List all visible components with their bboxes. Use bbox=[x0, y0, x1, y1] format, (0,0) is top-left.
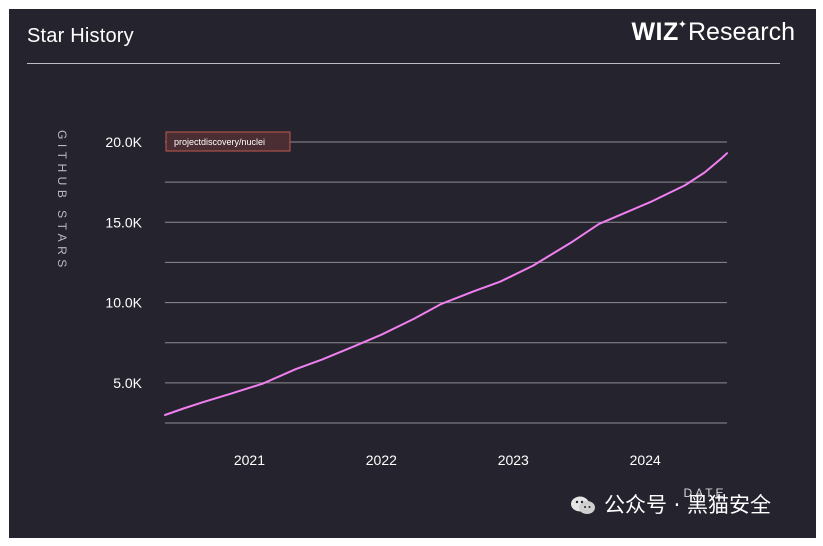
watermark: 公众号 · 黑猫安全 bbox=[570, 489, 771, 519]
chart-title: Star History bbox=[27, 25, 134, 47]
x-axis-label: DATE bbox=[683, 486, 726, 500]
y-tick-label: 15.0K bbox=[105, 214, 142, 230]
y-axis-label: GITHUB STARS bbox=[55, 130, 69, 272]
header-divider bbox=[27, 63, 780, 64]
legend-box bbox=[165, 131, 291, 152]
x-tick-label: 2021 bbox=[234, 452, 265, 468]
legend-label: projectdiscovery/nuclei bbox=[174, 137, 265, 147]
y-tick-label: 10.0K bbox=[105, 295, 142, 311]
wiz-research-logo: WIZ✦Research bbox=[631, 18, 795, 47]
wechat-icon bbox=[571, 496, 595, 514]
chart-card bbox=[9, 9, 816, 538]
sparkle-icon: ✦ bbox=[677, 19, 687, 31]
x-tick-label: 2022 bbox=[366, 452, 397, 468]
logo-wiz-text: WIZ bbox=[631, 18, 679, 46]
watermark-text: 公众号 · 黑猫安全 bbox=[604, 493, 772, 517]
x-tick-label: 2024 bbox=[630, 452, 661, 468]
y-tick-label: 20.0K bbox=[105, 134, 142, 150]
logo-research-text: Research bbox=[688, 18, 795, 46]
y-tick-label: 5.0K bbox=[113, 375, 142, 391]
x-tick-label: 2023 bbox=[498, 452, 529, 468]
series-line bbox=[164, 152, 728, 416]
